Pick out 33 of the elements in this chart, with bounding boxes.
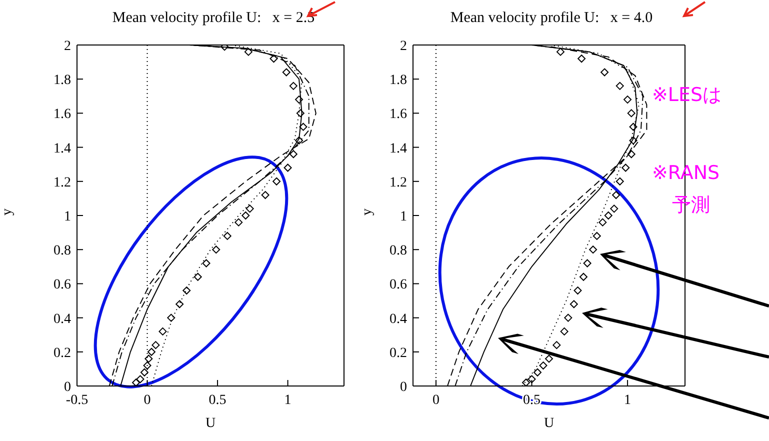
- x-tick-label: 0: [144, 392, 151, 408]
- y-tick-label: 2: [64, 38, 71, 54]
- y-tick-label: 2: [400, 38, 407, 54]
- y-tick-label: 1: [64, 209, 71, 224]
- y-tick-label: 0.2: [390, 346, 407, 361]
- x-axis-title: U: [205, 416, 216, 431]
- y-tick-label: 1.2: [390, 175, 407, 190]
- y-tick-label: 0.6: [54, 278, 71, 293]
- y-tick-label: 1: [400, 209, 407, 224]
- y-tick-label: 1.6: [390, 107, 407, 122]
- chart-title: Mean velocity profile U: x = 4.0: [449, 10, 654, 27]
- x-tick-label: -0.5: [66, 392, 88, 408]
- y-tick-label: 0.2: [54, 346, 71, 361]
- y-axis-title: y: [0, 208, 15, 216]
- y-tick-label: 1.6: [54, 107, 71, 122]
- y-tick-label: 1.2: [54, 175, 71, 190]
- y-tick-label: 0.6: [390, 278, 407, 293]
- y-axis-title: y: [360, 208, 375, 216]
- x-axis-title: U: [544, 416, 554, 431]
- y-tick-label: 0.8: [390, 244, 407, 259]
- y-tick-label: 0.8: [54, 244, 71, 259]
- x-tick-label: 1: [284, 392, 292, 408]
- y-tick-label: 1.8: [390, 73, 407, 88]
- y-tick-label: 0: [64, 380, 71, 395]
- x-tick-label: 0.5: [208, 392, 226, 408]
- x-tick-label: 1: [624, 392, 632, 408]
- y-tick-label: 1.4: [390, 141, 407, 156]
- y-tick-label: 1.4: [54, 141, 71, 156]
- y-tick-label: 0.4: [390, 312, 407, 327]
- y-tick-label: 1.8: [54, 73, 71, 88]
- y-tick-label: 0.4: [54, 312, 71, 327]
- x-tick-label: 0: [432, 392, 440, 408]
- y-tick-label: 0: [400, 380, 407, 395]
